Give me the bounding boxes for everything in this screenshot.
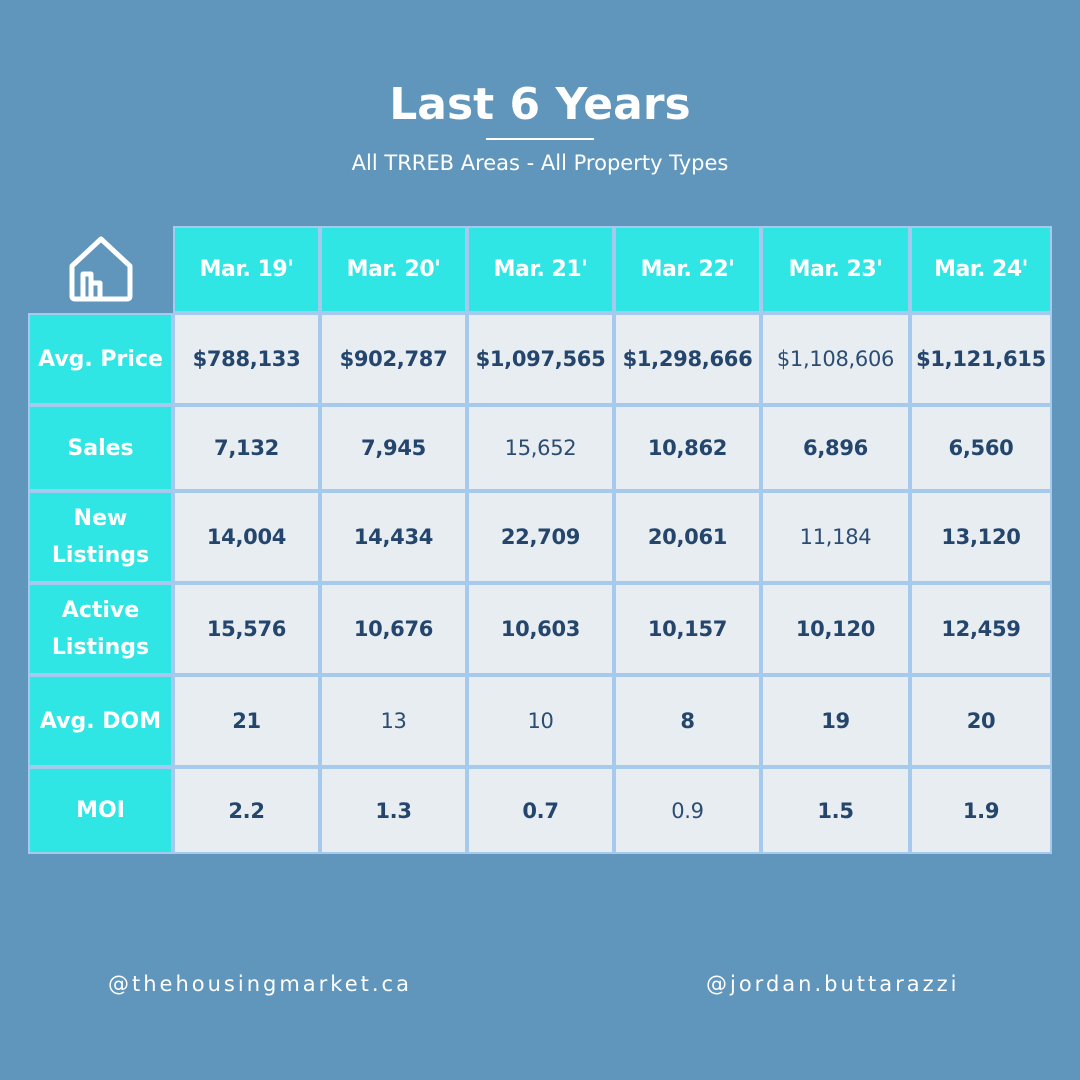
column-header: Mar. 23' (761, 226, 910, 313)
column-header: Mar. 19' (173, 226, 320, 313)
table-cell: 11,184 (761, 491, 910, 583)
table-cell: 7,945 (320, 405, 467, 491)
table-cell: 10,120 (761, 583, 910, 675)
table-cell: $902,787 (320, 313, 467, 405)
table-cell: 13 (320, 675, 467, 767)
page-subtitle: All TRREB Areas - All Property Types (351, 151, 729, 175)
page-title: Last 6 Years (389, 79, 691, 130)
table-cell: 19 (761, 675, 910, 767)
table-cell: $788,133 (173, 313, 320, 405)
row-header-avg-dom: Avg. DOM (28, 675, 173, 767)
table-cell: 20 (910, 675, 1052, 767)
table-cell: 15,652 (467, 405, 614, 491)
house-icon (64, 232, 138, 306)
table-cell: 21 (173, 675, 320, 767)
table-cell: 10,676 (320, 583, 467, 675)
table-cell: 14,434 (320, 491, 467, 583)
row-header-sales: Sales (28, 405, 173, 491)
table-cell: $1,121,615 (910, 313, 1052, 405)
table-cell: 6,896 (761, 405, 910, 491)
table-cell: 8 (614, 675, 761, 767)
table-cell: 10,157 (614, 583, 761, 675)
website-handle: @thehousingmarket.ca (108, 972, 412, 996)
table-cell: $1,298,666 (614, 313, 761, 405)
table-cell: 1.9 (910, 767, 1052, 854)
table-cell: 10,603 (467, 583, 614, 675)
table-cell: $1,097,565 (467, 313, 614, 405)
row-header-active-listings: Active Listings (28, 583, 173, 675)
table-cell: 1.5 (761, 767, 910, 854)
table-cell: 12,459 (910, 583, 1052, 675)
table-cell: 10 (467, 675, 614, 767)
table-cell: 15,576 (173, 583, 320, 675)
social-handle: @jordan.buttarazzi (706, 972, 960, 996)
table-cell: 0.9 (614, 767, 761, 854)
row-header-moi: MOI (28, 767, 173, 854)
table-cell: 14,004 (173, 491, 320, 583)
table-cell: 1.3 (320, 767, 467, 854)
row-header-avg-price: Avg. Price (28, 313, 173, 405)
title-underline (486, 138, 594, 140)
table-cell: 7,132 (173, 405, 320, 491)
row-header-new-listings: New Listings (28, 491, 173, 583)
table-cell: 6,560 (910, 405, 1052, 491)
table-cell: 22,709 (467, 491, 614, 583)
table-cell: $1,108,606 (761, 313, 910, 405)
table-cell: 10,862 (614, 405, 761, 491)
column-header: Mar. 21' (467, 226, 614, 313)
market-stats-table: Mar. 19' Mar. 20' Mar. 21' Mar. 22' Mar.… (28, 226, 1052, 854)
table-cell: 20,061 (614, 491, 761, 583)
column-header: Mar. 24' (910, 226, 1052, 313)
table-cell: 2.2 (173, 767, 320, 854)
table-corner (28, 226, 173, 313)
table-cell: 13,120 (910, 491, 1052, 583)
column-header: Mar. 22' (614, 226, 761, 313)
column-header: Mar. 20' (320, 226, 467, 313)
table-cell: 0.7 (467, 767, 614, 854)
